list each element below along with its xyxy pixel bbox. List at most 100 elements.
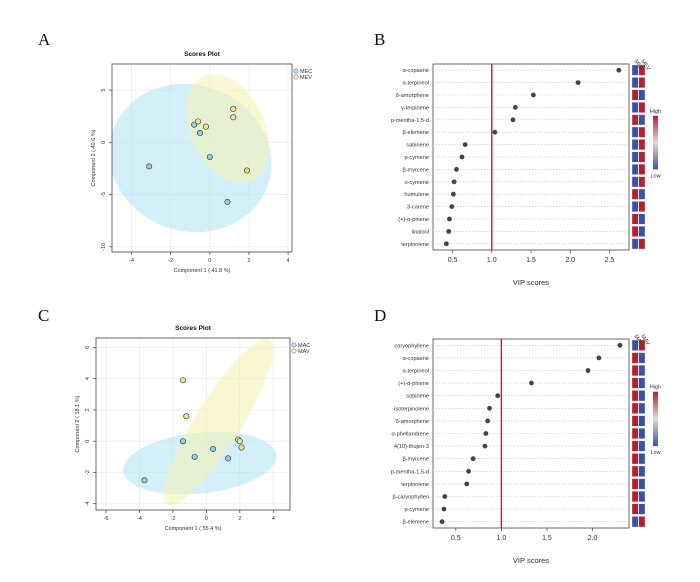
heatmap-cell xyxy=(631,478,639,490)
vip-point xyxy=(510,117,516,123)
legend-swatch xyxy=(293,68,299,74)
heatmap-cell xyxy=(631,428,639,439)
feature-label: linalool xyxy=(412,229,429,235)
heatmap-cell xyxy=(638,516,646,528)
x-tick-label: 1.0 xyxy=(487,257,497,264)
vip-point xyxy=(617,342,623,348)
legend-swatch xyxy=(291,348,297,354)
data-point-mac xyxy=(141,477,148,484)
confidence-ellipse-mav xyxy=(163,339,273,506)
data-point-mac xyxy=(191,453,198,460)
vip-point xyxy=(482,443,488,449)
heatmap-cell xyxy=(638,365,646,376)
panel-label-c: C xyxy=(38,306,50,325)
color-scale-bar-b xyxy=(653,115,658,170)
vip-point xyxy=(449,204,455,210)
heatmap-cell xyxy=(631,64,639,76)
legend-label: MAV xyxy=(298,349,310,355)
heatmap-column-label: MAV xyxy=(639,334,651,347)
data-point-mav xyxy=(183,413,190,420)
x-tick-label: 0.5 xyxy=(448,257,458,264)
x-tick-label: 2 xyxy=(238,516,241,522)
heatmap-cell xyxy=(631,77,639,88)
heatmap-cell xyxy=(638,188,646,200)
heatmap-cell xyxy=(638,102,646,113)
color-scale-high-label: High xyxy=(650,385,661,391)
y-tick-label: -4 xyxy=(85,501,91,506)
plot-frame-a xyxy=(111,63,293,253)
vip-point xyxy=(596,355,602,361)
heatmap-cell xyxy=(638,402,646,414)
heatmap-b xyxy=(631,64,646,250)
data-point-mac xyxy=(210,446,217,453)
feature-label: β-elemene xyxy=(402,130,429,136)
feature-label: p-mentha-1,5-d xyxy=(391,118,429,124)
heatmap-cell xyxy=(631,102,639,113)
confidence-ellipse-mev xyxy=(185,74,269,184)
vip-point xyxy=(485,418,491,424)
heatmap-column-label: MAC xyxy=(632,334,644,347)
legend-swatch xyxy=(291,342,297,348)
vip-point xyxy=(585,368,591,373)
heatmap-cell xyxy=(638,453,646,465)
heatmap-cell xyxy=(631,516,639,528)
x-tick-label: 2.0 xyxy=(588,535,598,542)
color-scale-high-label: High xyxy=(650,109,661,115)
vip-point xyxy=(439,519,445,525)
heatmap-cell xyxy=(631,402,639,414)
vip-point xyxy=(451,179,457,185)
heatmap-cell xyxy=(638,390,646,402)
heatmap-cell xyxy=(638,114,646,126)
heatmap-cell xyxy=(631,201,639,212)
data-point-mev xyxy=(202,123,209,130)
legend-swatch xyxy=(293,74,299,80)
feature-label: sabinene xyxy=(406,143,429,149)
heatmap-cell xyxy=(631,491,639,502)
feature-label: α-terpineol xyxy=(402,81,429,87)
feature-label: β-myrcene xyxy=(402,457,429,463)
data-point-mev xyxy=(230,105,237,112)
x-tick-label: -4 xyxy=(137,516,142,522)
heatmap-column-label: MEV xyxy=(639,59,651,72)
heatmap-cell xyxy=(631,390,639,402)
heatmap-cell xyxy=(631,415,639,427)
feature-label: sabinene xyxy=(406,394,429,400)
heatmap-cell xyxy=(638,478,646,490)
data-point-mac xyxy=(179,438,186,445)
feature-label: isoterpinolene xyxy=(394,406,429,412)
color-scale-low-label: Low xyxy=(650,173,660,179)
panel-label-d: D xyxy=(374,306,387,325)
heatmap-cell xyxy=(631,503,639,515)
vip-point xyxy=(616,67,622,73)
heatmap-cell xyxy=(631,114,639,126)
vip-point xyxy=(529,380,534,386)
data-point-mev xyxy=(244,167,251,174)
vip-point xyxy=(454,167,459,172)
heatmap-cell xyxy=(631,213,639,225)
panel-label-b: B xyxy=(374,30,386,49)
vip-point xyxy=(487,405,492,411)
feature-label: 4(10)-thujen-3 xyxy=(394,444,429,450)
data-point-mav xyxy=(179,377,186,384)
feature-label: α-copaene xyxy=(402,356,429,362)
plot-frame-d xyxy=(432,338,630,529)
x-axis-label-d: VIP scores xyxy=(513,556,549,565)
data-point-mec xyxy=(146,163,153,170)
heatmap-column-label: MEC xyxy=(632,59,644,72)
heatmap-cell xyxy=(638,126,646,138)
vip-point xyxy=(441,506,447,512)
points-a xyxy=(146,105,251,205)
x-tick-label: 0 xyxy=(208,258,211,264)
vip-point xyxy=(447,216,452,222)
vip-point xyxy=(466,468,471,474)
heatmap-cell xyxy=(638,428,646,439)
heatmap-cell xyxy=(638,503,646,515)
x-tick-label: 4 xyxy=(287,258,290,264)
data-point-mec xyxy=(224,198,231,205)
y-tick-label: 5 xyxy=(101,89,107,92)
heatmap-cell xyxy=(631,440,639,452)
vip-point xyxy=(443,241,449,247)
feature-label: β-myrcene xyxy=(402,167,429,173)
